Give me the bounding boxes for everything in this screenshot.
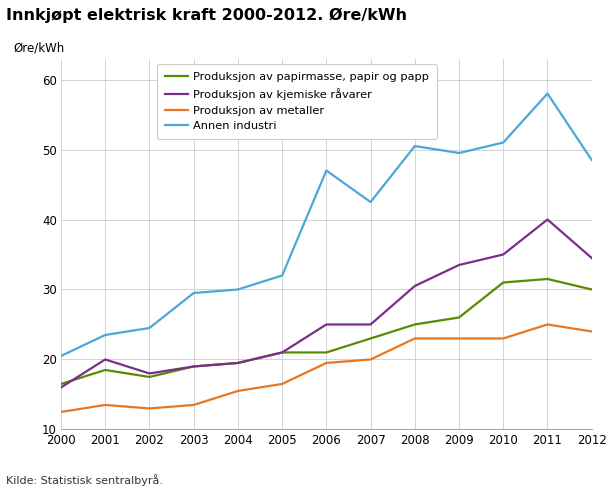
Produksjon av metaller bbox=[544, 322, 551, 327]
Produksjon av papirmasse, papir og papp bbox=[456, 315, 463, 321]
Produksjon av kjemiske råvarer bbox=[500, 252, 507, 258]
Produksjon av metaller bbox=[57, 409, 65, 415]
Annen industri bbox=[367, 199, 374, 205]
Produksjon av kjemiske råvarer bbox=[234, 360, 242, 366]
Produksjon av papirmasse, papir og papp bbox=[190, 364, 198, 369]
Annen industri bbox=[102, 332, 109, 338]
Annen industri bbox=[278, 273, 285, 279]
Line: Produksjon av kjemiske råvarer: Produksjon av kjemiske råvarer bbox=[61, 220, 592, 387]
Produksjon av metaller bbox=[102, 402, 109, 408]
Annen industri bbox=[588, 157, 595, 163]
Produksjon av papirmasse, papir og papp bbox=[278, 349, 285, 355]
Annen industri bbox=[146, 325, 153, 331]
Produksjon av metaller bbox=[456, 336, 463, 342]
Legend: Produksjon av papirmasse, papir og papp, Produksjon av kjemiske råvarer, Produks: Produksjon av papirmasse, papir og papp,… bbox=[157, 64, 437, 139]
Produksjon av kjemiske råvarer bbox=[544, 217, 551, 223]
Produksjon av papirmasse, papir og papp bbox=[323, 349, 330, 355]
Produksjon av papirmasse, papir og papp bbox=[234, 360, 242, 366]
Produksjon av papirmasse, papir og papp bbox=[544, 276, 551, 282]
Produksjon av kjemiske råvarer bbox=[278, 349, 285, 355]
Produksjon av kjemiske råvarer bbox=[456, 262, 463, 268]
Produksjon av kjemiske råvarer bbox=[57, 385, 65, 390]
Produksjon av papirmasse, papir og papp bbox=[500, 280, 507, 285]
Produksjon av kjemiske råvarer bbox=[367, 322, 374, 327]
Annen industri bbox=[500, 140, 507, 145]
Produksjon av metaller bbox=[411, 336, 418, 342]
Text: Øre/kWh: Øre/kWh bbox=[13, 42, 65, 55]
Produksjon av papirmasse, papir og papp bbox=[146, 374, 153, 380]
Produksjon av metaller bbox=[234, 388, 242, 394]
Produksjon av metaller bbox=[323, 360, 330, 366]
Annen industri bbox=[411, 143, 418, 149]
Produksjon av kjemiske råvarer bbox=[146, 370, 153, 376]
Produksjon av papirmasse, papir og papp bbox=[367, 336, 374, 342]
Annen industri bbox=[234, 286, 242, 292]
Produksjon av kjemiske råvarer bbox=[411, 283, 418, 289]
Text: Kilde: Statistisk sentralbyrå.: Kilde: Statistisk sentralbyrå. bbox=[6, 474, 163, 486]
Annen industri bbox=[544, 91, 551, 97]
Annen industri bbox=[57, 353, 65, 359]
Produksjon av metaller bbox=[146, 406, 153, 411]
Produksjon av kjemiske råvarer bbox=[102, 357, 109, 363]
Produksjon av papirmasse, papir og papp bbox=[57, 381, 65, 387]
Produksjon av papirmasse, papir og papp bbox=[102, 367, 109, 373]
Produksjon av kjemiske råvarer bbox=[190, 364, 198, 369]
Produksjon av kjemiske råvarer bbox=[588, 255, 595, 261]
Text: Innkjøpt elektrisk kraft 2000-2012. Øre/kWh: Innkjøpt elektrisk kraft 2000-2012. Øre/… bbox=[6, 7, 407, 22]
Produksjon av metaller bbox=[190, 402, 198, 408]
Produksjon av papirmasse, papir og papp bbox=[588, 286, 595, 292]
Produksjon av kjemiske råvarer bbox=[323, 322, 330, 327]
Produksjon av metaller bbox=[367, 357, 374, 363]
Produksjon av metaller bbox=[588, 328, 595, 334]
Line: Produksjon av metaller: Produksjon av metaller bbox=[61, 325, 592, 412]
Line: Produksjon av papirmasse, papir og papp: Produksjon av papirmasse, papir og papp bbox=[61, 279, 592, 384]
Produksjon av papirmasse, papir og papp bbox=[411, 322, 418, 327]
Annen industri bbox=[323, 167, 330, 173]
Line: Annen industri: Annen industri bbox=[61, 94, 592, 356]
Annen industri bbox=[456, 150, 463, 156]
Produksjon av metaller bbox=[278, 381, 285, 387]
Annen industri bbox=[190, 290, 198, 296]
Produksjon av metaller bbox=[500, 336, 507, 342]
